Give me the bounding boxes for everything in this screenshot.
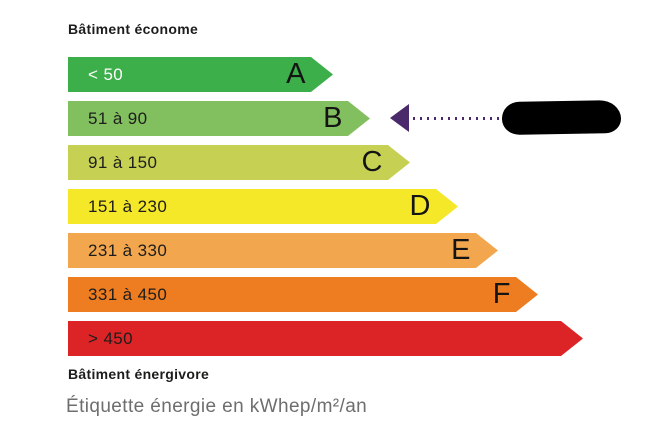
class-letter: F bbox=[492, 277, 511, 310]
energy-bar-a: < 50 A bbox=[68, 57, 333, 92]
class-letter: D bbox=[409, 189, 431, 222]
range-label: > 450 bbox=[88, 328, 134, 348]
range-label: 151 à 230 bbox=[88, 196, 168, 216]
dotted-leader-line bbox=[413, 117, 503, 120]
energy-bar-c: 91 à 150 C bbox=[68, 145, 410, 180]
class-letter: C bbox=[361, 145, 383, 178]
rating-marker bbox=[390, 99, 625, 136]
redacted-value bbox=[501, 99, 622, 136]
class-letter: B bbox=[323, 101, 343, 134]
range-label: 231 à 330 bbox=[88, 240, 168, 260]
energy-bar-e: 231 à 330 E bbox=[68, 233, 498, 268]
arrow-left-icon bbox=[390, 104, 409, 132]
class-letter: A bbox=[286, 57, 306, 90]
energy-bar-d: 151 à 230 D bbox=[68, 189, 458, 224]
range-label: < 50 bbox=[88, 64, 124, 84]
caption-title: Étiquette énergie en kWhep/m²/an bbox=[66, 396, 368, 417]
energy-bar-b: 51 à 90 B bbox=[68, 101, 370, 136]
energy-bar-f: 331 à 450 F bbox=[68, 277, 538, 312]
economical-label: Bâtiment économe bbox=[68, 21, 199, 37]
range-label: 91 à 150 bbox=[88, 152, 158, 172]
range-label: 51 à 90 bbox=[88, 108, 148, 128]
energy-scale: < 50 A 51 à 90 B 91 à 150 C 151 à 230 D 231 à 33… bbox=[68, 57, 583, 356]
energy-bar-g: > 450 bbox=[68, 321, 583, 356]
range-label: 331 à 450 bbox=[88, 284, 168, 304]
energy-intensive-label: Bâtiment énergivore bbox=[68, 366, 210, 382]
class-letter: E bbox=[451, 233, 471, 266]
